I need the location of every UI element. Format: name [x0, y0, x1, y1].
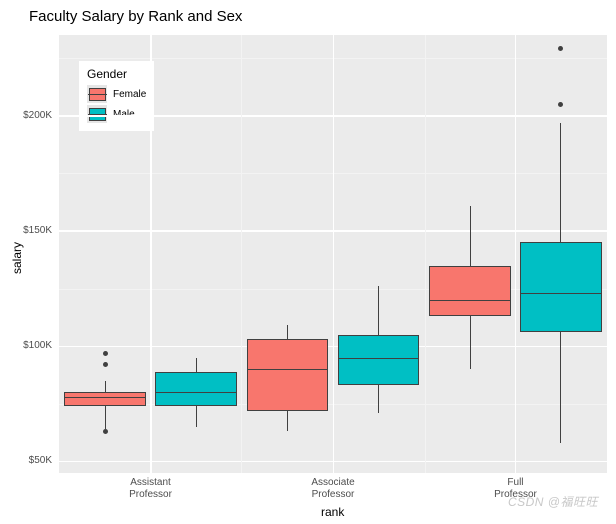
- median-line: [247, 369, 328, 370]
- grid-major-x: [333, 35, 335, 473]
- grid-major-x: [150, 35, 152, 473]
- x-tick-label: AssociateProfessor: [273, 477, 393, 500]
- grid-minor-x: [425, 35, 426, 473]
- y-tick-label: $200K: [0, 110, 52, 121]
- x-tick-label: FullProfessor: [455, 477, 575, 500]
- outlier-point: [103, 429, 108, 434]
- grid-minor-x: [241, 35, 242, 473]
- median-line: [64, 397, 145, 398]
- y-axis-title: salary: [10, 242, 24, 274]
- legend-item: Female: [87, 85, 146, 103]
- median-line: [155, 392, 236, 393]
- y-tick-label: $150K: [0, 225, 52, 236]
- box: [338, 335, 419, 386]
- y-tick-label: $100K: [0, 340, 52, 351]
- legend: Gender Female Male: [79, 61, 154, 131]
- legend-swatch: [89, 88, 106, 101]
- legend-label: Female: [113, 89, 146, 100]
- box: [64, 392, 145, 406]
- box: [247, 339, 328, 410]
- y-tick-label: $50K: [0, 455, 52, 466]
- box: [520, 242, 601, 332]
- box: [429, 266, 510, 317]
- x-tick-label: AssistantProfessor: [91, 477, 211, 500]
- x-axis-title: rank: [321, 505, 344, 519]
- legend-key: [87, 105, 107, 123]
- chart-container: Faculty Salary by Rank and Sex salary ra…: [0, 0, 616, 524]
- legend-label: Male: [113, 109, 135, 120]
- median-line: [429, 300, 510, 301]
- outlier-point: [103, 351, 108, 356]
- legend-item: Male: [87, 105, 146, 123]
- legend-swatch: [89, 108, 106, 121]
- chart-title: Faculty Salary by Rank and Sex: [29, 8, 242, 25]
- box: [155, 372, 236, 407]
- median-line: [338, 358, 419, 359]
- grid-major-x: [515, 35, 517, 473]
- legend-title: Gender: [87, 67, 146, 81]
- median-line: [520, 293, 601, 294]
- outlier-point: [103, 362, 108, 367]
- legend-key: [87, 85, 107, 103]
